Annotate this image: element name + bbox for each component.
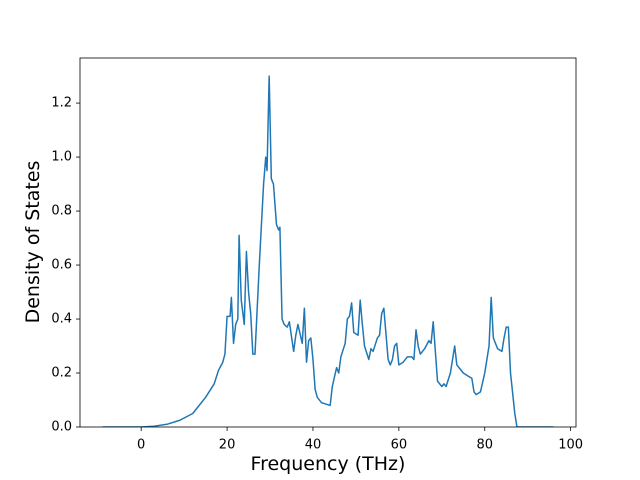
x-tick-label: 20 <box>219 438 236 453</box>
y-axis-label: Density of States <box>22 161 44 324</box>
plot-frame <box>79 57 577 428</box>
x-tick-label: 60 <box>391 438 408 453</box>
x-tick-label: 80 <box>476 438 493 453</box>
x-tick-label: 0 <box>137 438 145 453</box>
y-tick-label: 0.8 <box>51 204 72 219</box>
line <box>102 75 554 427</box>
y-tick-label: 0.4 <box>51 312 72 327</box>
y-tick-label: 0.0 <box>51 420 72 435</box>
y-tick-label: 1.0 <box>51 150 72 165</box>
x-tick-label: 100 <box>558 438 583 453</box>
y-tick-label: 1.2 <box>51 96 72 111</box>
y-tick-label: 0.2 <box>51 366 72 381</box>
x-axis-label: Frequency (THz) <box>251 453 406 475</box>
x-tick-label: 40 <box>305 438 322 453</box>
y-tick-label: 0.6 <box>51 258 72 273</box>
